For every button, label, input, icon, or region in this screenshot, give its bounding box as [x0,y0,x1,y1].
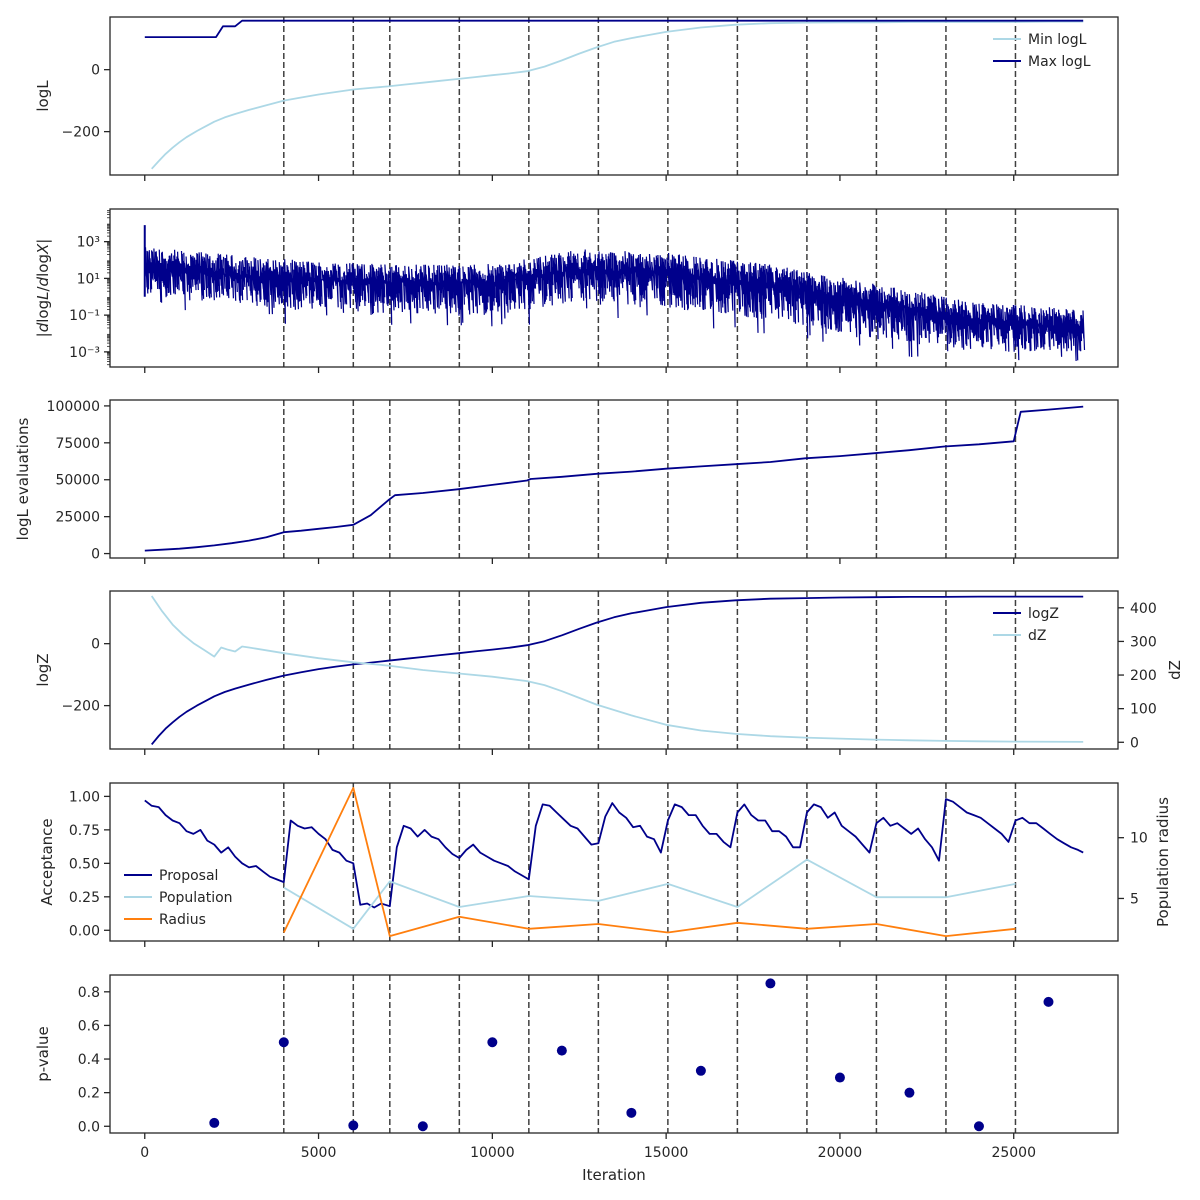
y-tick-label-1: 0.25 [69,890,100,906]
axes-frame-logz [109,590,1119,750]
series-line-radius [282,787,1016,937]
point-11 [973,1121,984,1132]
y-tick-label-2: 0.50 [69,856,100,872]
series-line-min-logl [151,20,1084,170]
derivative-band [144,247,1086,362]
y-axis-label-acceptance: Acceptance [38,818,56,905]
y-tick-label-1: 0.2 [78,1086,100,1102]
legend-label-0: Min logL [1028,32,1087,48]
series-line-0 [144,405,1084,552]
axes-frame-pvalue [109,974,1119,1134]
series-line-max-logl [144,19,1084,38]
x-axis-label: Iteration [582,1166,646,1184]
x-tick-label-2: 10000 [470,1145,515,1161]
y-right-axis-label-logz: dZ [1166,660,1184,680]
axes-frame-acceptance [109,782,1119,942]
y-right-axis-label-acceptance: Population radius [1154,797,1172,927]
y-tick-label-3: 0.6 [78,1018,100,1034]
y-tick-label-0: 0.00 [69,923,100,939]
point-12 [1043,996,1054,1007]
point-5 [556,1045,567,1056]
y-tick-label-0: 0.0 [78,1119,100,1135]
point-6 [626,1107,637,1118]
panel-evals: 0 25000 50000 75000 100000 logL evaluations [14,399,1119,564]
point-1 [278,1037,289,1048]
point-0 [209,1117,220,1128]
y-axis-label-pvalue: p-value [34,1026,52,1082]
series-line-dz [150,595,1084,743]
x-tick-label-1: 5000 [301,1145,337,1161]
y-tick-label-3: 10⁻³ [69,345,100,361]
y-right-tick-label-2: 200 [1130,668,1157,684]
axes-frame-logl [109,16,1119,176]
legend-label-1: dZ [1028,628,1046,644]
legend-label-1: Max logL [1028,54,1091,70]
y-axis-label-logz: logZ [34,653,52,686]
point-10 [904,1087,915,1098]
legend-label-0: Proposal [159,868,218,884]
axes-frame-evals [109,399,1119,559]
y-right-tick-label-0: 5 [1130,891,1139,907]
y-tick-label-0: 0 [91,63,100,79]
x-tick-label-4: 20000 [818,1145,863,1161]
point-9 [834,1072,845,1083]
point-2 [348,1120,359,1131]
legend-label-1: Population [159,890,233,906]
legend-label-2: Radius [159,912,206,928]
plot-area-evals [144,400,1084,558]
y-right-tick-label-1: 10 [1130,831,1148,847]
y-tick-label-0: 0 [91,547,100,563]
y-axis-label-dlogl: |dlogL/dlogX| [34,239,52,338]
y-right-tick-label-4: 0 [1130,735,1139,751]
y-right-tick-label-0: 400 [1130,601,1157,617]
plot-area-acceptance [144,783,1084,941]
y-axis-label-logl: logL [34,80,52,112]
panel-dlogl: 10³ 10¹ 10⁻¹ 10⁻³ |dlogL/dlogX| [34,208,1119,373]
y-tick-label-0: 10³ [77,235,100,251]
y-tick-label-1: −200 [62,125,100,141]
point-8 [765,978,776,989]
y-tick-label-2: 50000 [55,473,100,489]
y-tick-label-1: 10¹ [77,271,100,287]
panels: 0 −200 logL Min logL Max logL 10³ 10¹ 10⁻¹ 10⁻³ |… [14,16,1184,1161]
y-tick-label-3: 75000 [55,436,100,452]
y-tick-label-1: −200 [62,699,100,715]
y-tick-label-4: 1.00 [69,789,100,805]
panel-acceptance: 0.00 0.25 0.50 0.75 1.00 5 10 Acceptance Populat… [38,782,1172,947]
point-7 [695,1065,706,1076]
y-tick-label-2: 10⁻¹ [69,308,100,324]
panel-logl: 0 −200 logL Min logL Max logL [34,16,1119,181]
y-right-tick-label-1: 300 [1130,634,1157,650]
series-line-logz [151,595,1084,745]
point-4 [487,1037,498,1048]
y-tick-label-4: 0.8 [78,985,100,1001]
y-tick-label-1: 25000 [55,510,100,526]
plot-area-dlogl [143,209,1086,367]
panel-logz: 0 −200 400 300 200 100 0 logZ dZ logZ dZ [34,590,1184,755]
y-tick-label-2: 0.4 [78,1052,100,1068]
y-tick-label-0: 0 [91,637,100,653]
y-tick-label-3: 0.75 [69,823,100,839]
y-right-tick-label-3: 100 [1130,702,1157,718]
y-axis-label-evals: logL evaluations [14,417,32,540]
series-line-population [283,858,1016,930]
legend-label-0: logZ [1028,606,1059,622]
y-tick-label-4: 100000 [47,399,100,415]
x-tick-label-0: 0 [140,1145,149,1161]
plot-area-pvalue [209,975,1054,1133]
x-tick-label-5: 25000 [991,1145,1036,1161]
series-line-proposal [144,798,1084,909]
point-3 [417,1121,428,1132]
plot-area-logz [150,591,1084,749]
plot-area-logl [144,17,1084,175]
x-tick-label-3: 15000 [644,1145,689,1161]
panel-pvalue: 0 5000 10000 15000 20000 25000 0.0 0.2 0.4 0.6 0.8… [34,974,1119,1161]
